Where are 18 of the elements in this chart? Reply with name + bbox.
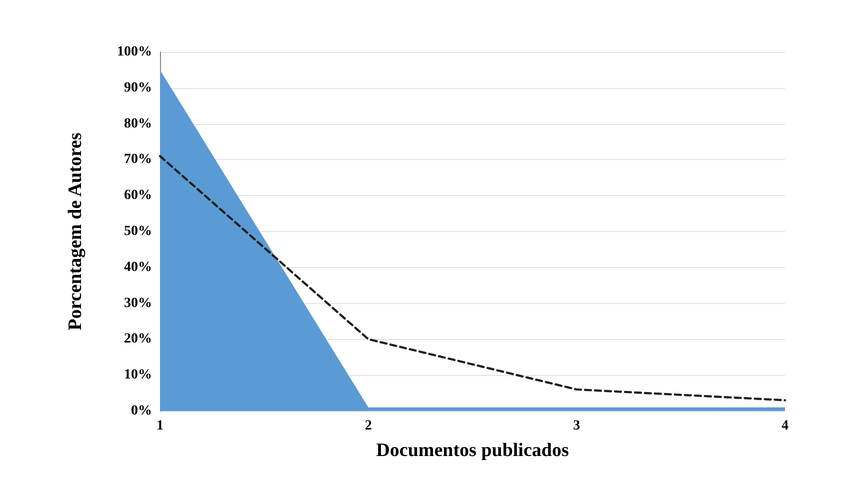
y-tick-label: 60% (124, 188, 152, 204)
y-axis-title: Porcentagem de Autores (65, 132, 86, 330)
y-tick-label: 10% (124, 368, 152, 383)
y-tick-label: 70% (124, 152, 152, 168)
x-tick-label: 2 (364, 418, 372, 434)
y-tick-label: 90% (124, 80, 152, 96)
y-tick-label: 80% (124, 116, 152, 132)
y-tick-label: 100% (117, 44, 152, 60)
y-tick-label: 30% (124, 296, 152, 311)
y-tick-label: 0% (131, 404, 152, 418)
x-tick-label: 1 (156, 418, 164, 434)
x-tick-label: 3 (573, 418, 580, 434)
line-series (158, 155, 786, 402)
y-tick-label: 50% (124, 224, 152, 239)
x-tick-label: 4 (782, 418, 788, 434)
y-tick-label: 20% (124, 332, 152, 347)
y-tick-label: 40% (124, 260, 152, 275)
x-axis-title: Documentos publicados (376, 440, 569, 461)
